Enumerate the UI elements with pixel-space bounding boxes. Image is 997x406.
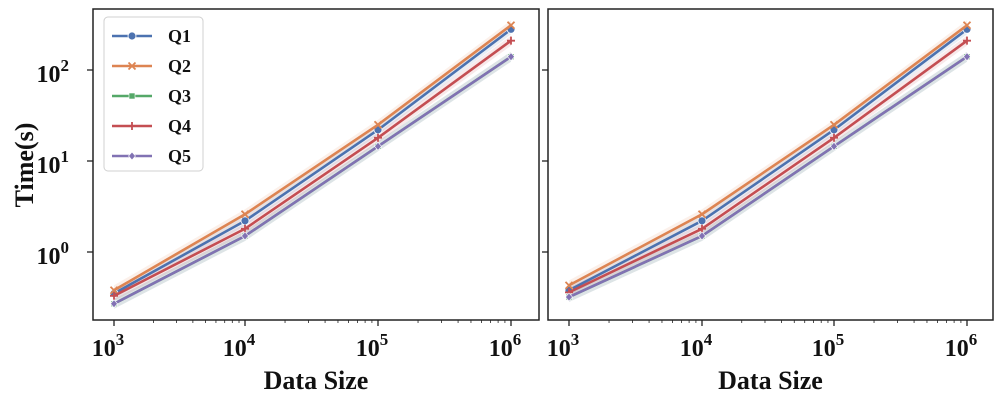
data-point-q4 [374, 133, 382, 142]
series-line-q4 [113, 39, 512, 297]
legend-marker-q3 [128, 92, 136, 100]
data-point-q2 [109, 286, 119, 295]
data-point-q2 [829, 120, 839, 129]
data-point-q4 [698, 224, 706, 233]
legend-label-q1: Q1 [168, 26, 191, 46]
series-line-q1 [568, 28, 968, 292]
data-point-q5 [698, 231, 706, 241]
data-point-q5 [963, 52, 971, 62]
data-point-q4 [241, 224, 249, 233]
data-point-q5 [241, 231, 249, 241]
data-point-q2 [697, 210, 707, 219]
data-point-q2 [506, 21, 516, 30]
x-tick-label: 105 [812, 330, 845, 362]
data-point-q5 [507, 52, 515, 62]
right-panel: 103 104 105 106 Data Size [542, 8, 994, 395]
series-line-q2 [568, 24, 968, 287]
data-point-q5 [374, 141, 382, 151]
data-point-q4 [507, 36, 515, 45]
series-line-q2 [113, 24, 512, 292]
data-point-q2 [564, 281, 574, 290]
x-axis-label: Data Size [264, 366, 369, 395]
y-tick-label: 101 [37, 147, 70, 179]
legend-marker-q4 [128, 122, 136, 130]
x-tick-label: 106 [945, 330, 978, 362]
y-tick-label: 102 [37, 56, 70, 88]
legend-marker-q2 [127, 61, 137, 71]
series-band-q5 [569, 51, 967, 303]
series-line-q5 [568, 55, 968, 299]
legend-marker-q1 [127, 31, 137, 41]
legend-label-q4: Q4 [168, 116, 191, 136]
legend-label-q3: Q3 [168, 86, 191, 106]
y-tick-label: 100 [37, 238, 70, 270]
x-tick-label: 106 [489, 330, 522, 362]
x-tick-label: 104 [223, 330, 256, 362]
x-tick-label: 103 [92, 330, 125, 362]
data-point-q2 [373, 120, 383, 129]
data-point-q5 [830, 141, 838, 151]
series-line-q5 [113, 55, 512, 305]
data-point-q2 [962, 21, 972, 30]
data-point-q4 [110, 291, 118, 300]
x-tick-label: 103 [547, 330, 580, 362]
data-point-q5 [565, 292, 573, 302]
legend-box [103, 16, 204, 172]
series-line-q4 [568, 39, 968, 294]
x-tick-label: 105 [356, 330, 389, 362]
series-line-q1 [113, 28, 512, 295]
x-tick-label: 104 [680, 330, 713, 362]
series-band-q4 [569, 35, 967, 298]
y-axis-label: Time(s) [10, 123, 39, 208]
legend-label-q2: Q2 [168, 56, 191, 76]
data-point-q4 [830, 133, 838, 142]
x-axis-label: Data Size [718, 366, 823, 395]
data-point-q4 [963, 36, 971, 45]
data-point-q5 [110, 299, 118, 309]
series-band-q3 [569, 51, 967, 303]
legend: Q1 Q2 Q3 Q4 Q5 [103, 16, 204, 172]
data-point-q2 [240, 210, 250, 219]
legend-label-q5: Q5 [168, 146, 191, 166]
legend-marker-q5 [128, 151, 136, 161]
